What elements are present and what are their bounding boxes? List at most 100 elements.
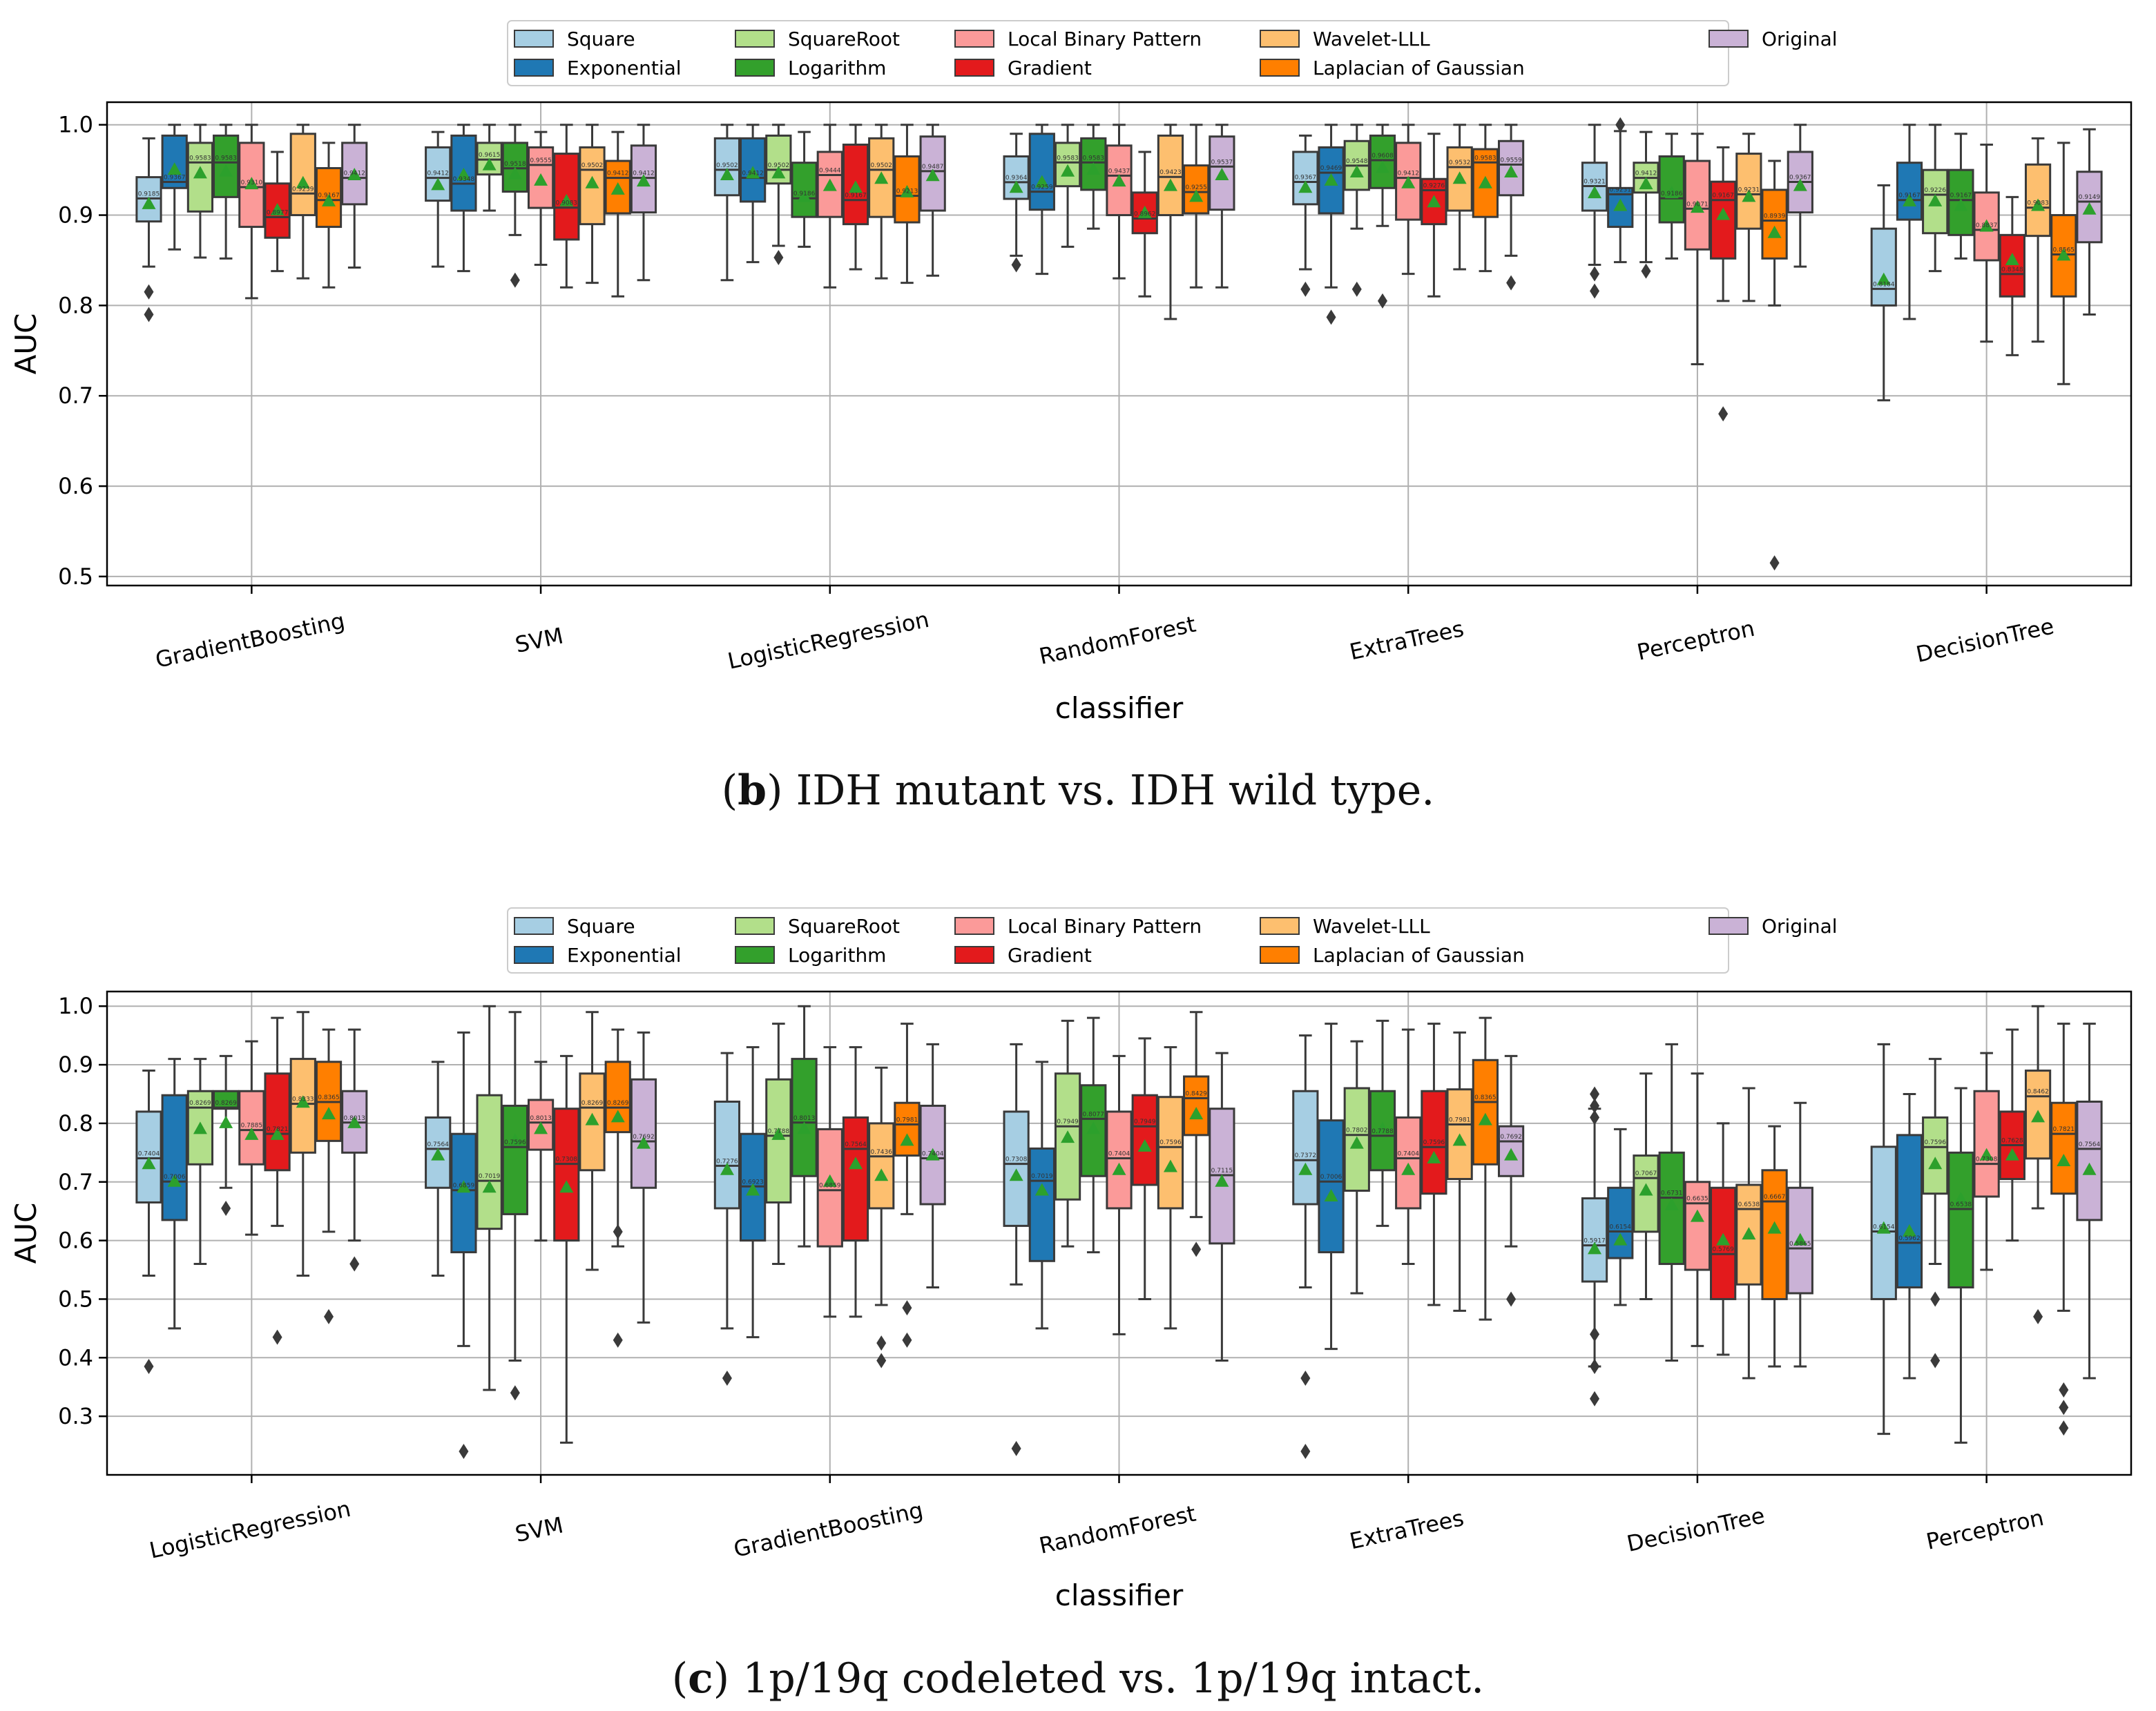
- mean-marker: [720, 167, 734, 180]
- iqr-box: [186, 142, 214, 213]
- box-local-binary-pattern-6: 0.7308: [1973, 1052, 2000, 1271]
- mean-marker: [2031, 1110, 2046, 1123]
- mean-marker: [482, 157, 497, 171]
- iqr-box: [1896, 162, 1923, 221]
- mean-marker: [746, 166, 760, 179]
- median-label: 0.9412: [633, 171, 655, 177]
- y-tick-label: 0.7: [58, 1169, 93, 1195]
- outlier-point: [902, 1300, 912, 1316]
- box-exponential-0: 0.9367: [161, 124, 188, 251]
- box-square-0: 0.9185: [135, 137, 162, 322]
- box-original-1: 0.9412: [630, 124, 657, 282]
- median-label: 0.9583: [1083, 155, 1105, 162]
- iqr-box: [2076, 1101, 2103, 1221]
- box-exponential-5: 0.6154: [1607, 1128, 1634, 1306]
- box-local-binary-pattern-3: 0.9437: [1106, 124, 1133, 280]
- box-logarithm-6: 0.6538: [1947, 1087, 1974, 1444]
- mean-marker: [1767, 225, 1782, 238]
- iqr-box: [1947, 1151, 1974, 1288]
- median-label: 0.8013: [530, 1115, 552, 1122]
- mean-marker: [508, 1133, 522, 1146]
- y-tick-label: 0.4: [58, 1344, 93, 1371]
- iqr-box: [1999, 233, 2025, 298]
- mean-marker: [822, 1174, 837, 1187]
- median-label: 0.7564: [845, 1141, 867, 1148]
- box-laplacian-of-gaussian-2: 0.7981: [894, 1023, 921, 1348]
- mean-marker: [1086, 162, 1101, 175]
- outlier-point: [1011, 1440, 1021, 1456]
- iqr-box: [713, 1101, 741, 1210]
- mean-marker: [1664, 186, 1679, 199]
- caption-c-label: c: [688, 1654, 713, 1703]
- y-axis-label: AUC: [9, 313, 43, 375]
- mean-marker: [559, 193, 574, 206]
- median-label: 0.6859: [819, 1183, 841, 1190]
- box-logarithm-4: 0.7788: [1369, 1019, 1396, 1227]
- median-label: 0.7981: [896, 1117, 918, 1124]
- median-label: 0.9608: [1371, 153, 1394, 160]
- x-axis-label: classifier: [1055, 691, 1184, 725]
- median-label: 0.9412: [607, 171, 629, 177]
- median-label: 0.9167: [1950, 193, 1972, 200]
- legend-label: Original: [1762, 915, 1838, 938]
- box-original-6: 0.7564: [2076, 1023, 2103, 1380]
- mean-marker: [1215, 1174, 1229, 1187]
- legend-label: SquareRoot: [788, 915, 900, 938]
- legend-entry-squareroot: SquareRoot: [735, 915, 900, 938]
- mean-marker: [849, 1157, 863, 1170]
- mean-marker: [771, 166, 786, 179]
- mean-marker: [322, 193, 336, 206]
- box-gradient-0: 0.8977: [264, 151, 291, 273]
- box-laplacian-of-gaussian-5: 0.8939: [1761, 160, 1788, 571]
- mean-marker: [1324, 1188, 1338, 1201]
- mean-marker: [849, 180, 863, 193]
- mean-marker: [1588, 1241, 1602, 1255]
- median-label: 0.7404: [922, 1150, 944, 1157]
- outlier-point: [613, 1332, 623, 1348]
- mean-marker: [585, 1112, 599, 1125]
- legend-label: SquareRoot: [788, 28, 900, 50]
- mean-marker: [1690, 200, 1704, 213]
- outlier-point: [722, 1371, 732, 1386]
- x-tick-label: ExtraTrees: [1347, 615, 1466, 665]
- mean-marker: [1979, 219, 1994, 232]
- mean-marker: [193, 1121, 207, 1134]
- outlier-point: [510, 1385, 520, 1401]
- median-label: 0.9548: [1346, 158, 1368, 165]
- median-label: 0.9367: [1789, 175, 1811, 182]
- mean-marker: [1588, 186, 1602, 199]
- legend-label: Square: [567, 915, 635, 938]
- mean-marker: [1954, 198, 1968, 211]
- mean-marker: [2005, 252, 2019, 265]
- mean-marker: [874, 1168, 889, 1181]
- mean-marker: [1061, 164, 1075, 177]
- y-tick-label: 0.7: [58, 383, 93, 409]
- iqr-box: [1761, 1169, 1788, 1300]
- mean-marker: [1112, 1162, 1126, 1175]
- median-label: 0.7308: [556, 1157, 578, 1163]
- median-label: 0.7821: [267, 1126, 289, 1133]
- mean-marker: [1664, 1197, 1679, 1210]
- box-exponential-6: 0.5962: [1896, 1092, 1923, 1380]
- median-label: 0.7628: [2001, 1137, 2023, 1144]
- box-gradient-6: 0.7628: [1999, 1028, 2025, 1242]
- median-label: 0.8013: [343, 1115, 365, 1122]
- mean-marker: [636, 1136, 651, 1149]
- median-label: 0.9226: [1924, 187, 1946, 194]
- legend: Square Exponential SquareRoot Logarithm Loca…: [507, 20, 1838, 86]
- iqr-box: [1922, 1116, 1949, 1195]
- outlier-point: [1506, 275, 1517, 291]
- median-label: 0.9321: [1584, 179, 1606, 186]
- outlier-point: [1930, 1353, 1941, 1369]
- median-label: 0.9231: [1610, 186, 1632, 193]
- iqr-box: [1080, 1084, 1107, 1177]
- iqr-box: [476, 1094, 503, 1230]
- outlier-point: [1590, 266, 1600, 282]
- median-label: 0.9185: [138, 191, 160, 197]
- outlier-point: [1326, 309, 1336, 325]
- box-local-binary-pattern-4: 0.9412: [1395, 124, 1422, 276]
- median-label: 0.7596: [1924, 1139, 1946, 1146]
- mean-marker: [1298, 1162, 1313, 1175]
- median-label: 0.5769: [1712, 1246, 1734, 1253]
- box-square-5: 0.5917: [1581, 1086, 1608, 1406]
